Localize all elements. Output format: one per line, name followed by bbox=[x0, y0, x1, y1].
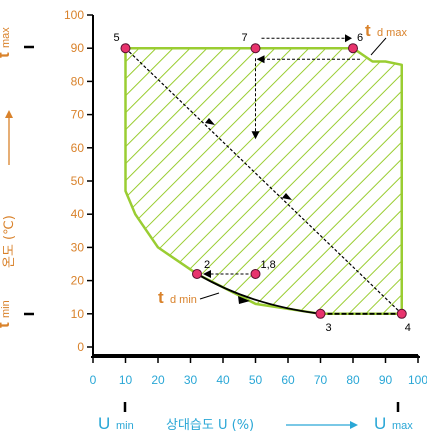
point-label: 7 bbox=[242, 32, 248, 44]
svg-text:max: max bbox=[0, 27, 12, 48]
svg-text:min: min bbox=[0, 300, 12, 318]
point-2 bbox=[192, 268, 202, 279]
x-tick-label: 50 bbox=[249, 373, 263, 387]
y-tick-label: 100 bbox=[64, 8, 84, 22]
path-4-5 bbox=[125, 47, 403, 315]
point-7 bbox=[250, 43, 261, 54]
x-tick-label: 60 bbox=[281, 373, 295, 387]
point-label: 4 bbox=[405, 322, 411, 334]
x-axis-title: 상대습도 U (%) bbox=[166, 418, 358, 433]
path-2-3 bbox=[196, 273, 321, 315]
y-tick-label: 70 bbox=[71, 108, 85, 122]
td-max-annotation: t d max bbox=[365, 21, 407, 56]
point-6 bbox=[348, 43, 358, 54]
y-axis: 0 10 20 30 40 50 60 70 80 90 100 bbox=[64, 8, 93, 354]
y-tick-label: 30 bbox=[71, 240, 85, 254]
arrow-7-18 bbox=[251, 131, 260, 140]
td-min-annotation: t d min bbox=[158, 288, 220, 307]
point-label: 1,8 bbox=[261, 259, 276, 271]
svg-text:t: t bbox=[158, 288, 164, 307]
svg-text:d min: d min bbox=[170, 294, 197, 306]
y-tick-label: 40 bbox=[71, 207, 85, 221]
arrow-4-5-b bbox=[205, 118, 215, 125]
point-label: 6 bbox=[357, 32, 363, 44]
svg-text:max: max bbox=[392, 420, 413, 432]
arrow-18-2 bbox=[203, 269, 211, 278]
y-tick-label: 90 bbox=[71, 41, 85, 55]
point-label: 3 bbox=[326, 322, 332, 334]
y-axis-title: 온도 (℃) bbox=[2, 110, 17, 268]
point-label: 2 bbox=[204, 259, 210, 271]
arrow-4-5-a bbox=[282, 193, 292, 200]
t-min-annotation: t min bbox=[0, 300, 34, 328]
svg-text:t: t bbox=[365, 21, 371, 40]
x-tick-label: 100 bbox=[408, 373, 427, 387]
point-3 bbox=[315, 308, 326, 319]
x-tick-label: 20 bbox=[151, 373, 165, 387]
u-min-annotation: U min bbox=[98, 402, 134, 433]
x-tick-label: 40 bbox=[216, 373, 230, 387]
y-tick-label: 10 bbox=[71, 307, 85, 321]
x-tick-label: 0 bbox=[90, 373, 97, 387]
x-tick-label: 10 bbox=[119, 373, 133, 387]
arrow-7-6 bbox=[345, 34, 352, 43]
svg-text:t: t bbox=[0, 322, 13, 328]
y-tick-label: 60 bbox=[71, 141, 85, 155]
arrow-6-7 bbox=[256, 55, 265, 64]
u-max-annotation: U max bbox=[374, 402, 413, 433]
svg-text:t: t bbox=[0, 52, 13, 58]
x-tick-label: 90 bbox=[379, 373, 393, 387]
y-tick-label: 80 bbox=[71, 74, 85, 88]
svg-text:d max: d max bbox=[377, 27, 407, 39]
x-tick-label: 70 bbox=[314, 373, 328, 387]
process-paths bbox=[125, 34, 403, 315]
svg-text:U: U bbox=[98, 414, 110, 433]
point-4 bbox=[396, 308, 407, 319]
y-tick-label: 20 bbox=[71, 274, 85, 288]
x-tick-label: 80 bbox=[346, 373, 360, 387]
x-tick-label: 30 bbox=[184, 373, 198, 387]
t-max-annotation: t max bbox=[0, 27, 34, 58]
svg-text:U: U bbox=[374, 414, 386, 433]
y-tick-label: 50 bbox=[71, 174, 85, 188]
point-label: 5 bbox=[114, 32, 120, 44]
svg-text:min: min bbox=[116, 420, 134, 432]
point-1-8 bbox=[250, 268, 261, 279]
state-points: 1,8 2 3 4 5 6 7 bbox=[114, 32, 411, 334]
arrow-2-3 bbox=[238, 296, 250, 304]
point-5 bbox=[120, 43, 131, 54]
x-axis: 0 10 20 30 40 50 60 70 80 90 100 bbox=[90, 355, 427, 387]
y-tick-label: 0 bbox=[77, 340, 84, 354]
x-axis-label: 상대습도 U (%) bbox=[166, 418, 254, 433]
y-axis-label: 온도 (℃) bbox=[2, 215, 17, 268]
